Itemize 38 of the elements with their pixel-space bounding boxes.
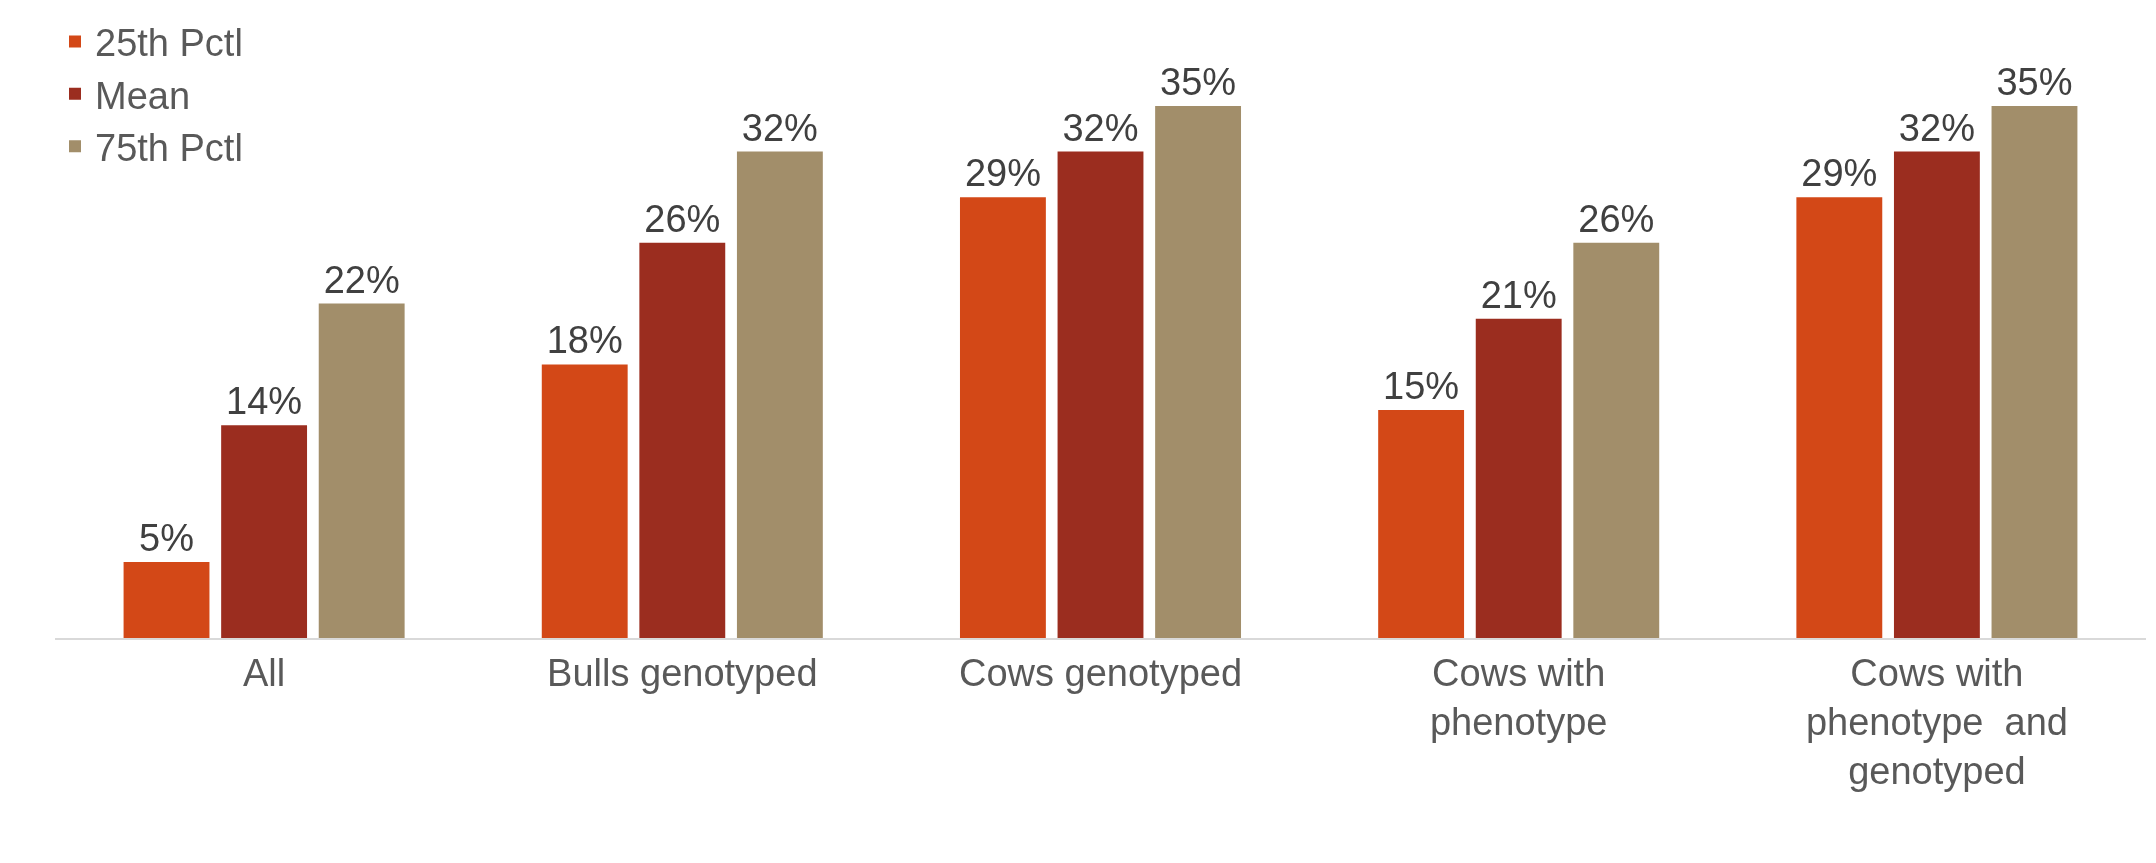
bar xyxy=(959,197,1046,638)
data-label: 15% xyxy=(1383,365,1460,407)
data-label: 29% xyxy=(964,152,1041,195)
bar xyxy=(1796,197,1883,638)
data-label: 32% xyxy=(741,106,818,149)
bar xyxy=(1475,318,1562,638)
data-label: 26% xyxy=(644,197,721,240)
bar xyxy=(123,562,210,638)
data-label: 22% xyxy=(323,258,400,301)
data-label: 35% xyxy=(1160,61,1237,103)
bar xyxy=(639,242,726,638)
legend-label: Mean xyxy=(95,74,191,117)
bar xyxy=(221,425,308,638)
data-label: 26% xyxy=(1578,197,1655,240)
data-label: 18% xyxy=(546,319,623,362)
x-tick-label: Cows genotyped xyxy=(958,651,1243,694)
bar xyxy=(1378,410,1465,638)
bar xyxy=(1573,242,1660,638)
bar xyxy=(1155,106,1242,638)
bar xyxy=(736,151,823,638)
data-label: 5% xyxy=(139,517,194,559)
bar xyxy=(318,303,405,638)
data-label: 32% xyxy=(1898,106,1975,149)
bar xyxy=(1893,151,1980,638)
legend-label: 75th Pctl xyxy=(95,127,243,170)
bar xyxy=(1991,106,2078,638)
data-label: 14% xyxy=(226,380,303,423)
bar xyxy=(541,364,628,638)
bar xyxy=(1057,151,1144,638)
x-tick-label: All xyxy=(242,651,286,694)
x-tick-label: Bulls genotyped xyxy=(547,651,818,694)
data-label: 35% xyxy=(1996,61,2073,103)
x-tick-label: Cows with phenotype xyxy=(1429,651,1608,743)
legend-label: 25th Pctl xyxy=(95,22,243,65)
data-label: 21% xyxy=(1480,273,1557,316)
x-tick-label: Cows with phenotype and genotyped xyxy=(1805,651,2068,793)
data-label: 32% xyxy=(1062,106,1139,149)
data-label: 29% xyxy=(1801,152,1878,195)
